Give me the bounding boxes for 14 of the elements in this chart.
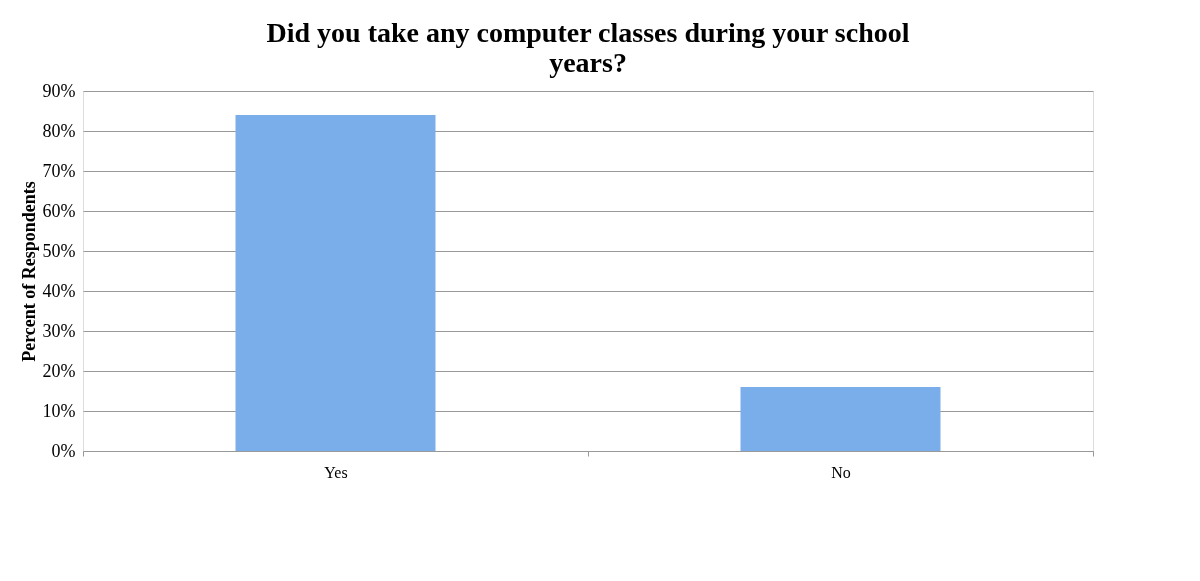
x-tick-label: Yes [324, 463, 348, 481]
y-tick-label: 10% [42, 400, 76, 421]
y-tick-label: 80% [42, 120, 76, 141]
y-axis-title: Percent of Respondents [18, 181, 39, 362]
y-tick-label: 90% [42, 80, 76, 101]
y-tick-label: 60% [42, 200, 76, 221]
y-tick-label: 30% [42, 320, 76, 341]
y-tick-label: 0% [51, 440, 76, 461]
chart-title: Did you take any computer classes during your school years? [266, 17, 910, 78]
y-tick-label: 20% [42, 360, 76, 381]
y-tick-label: 70% [42, 160, 76, 181]
y-tick-label: 50% [42, 240, 76, 261]
x-tick-label: No [831, 463, 851, 481]
y-tick-label: 40% [42, 280, 76, 301]
